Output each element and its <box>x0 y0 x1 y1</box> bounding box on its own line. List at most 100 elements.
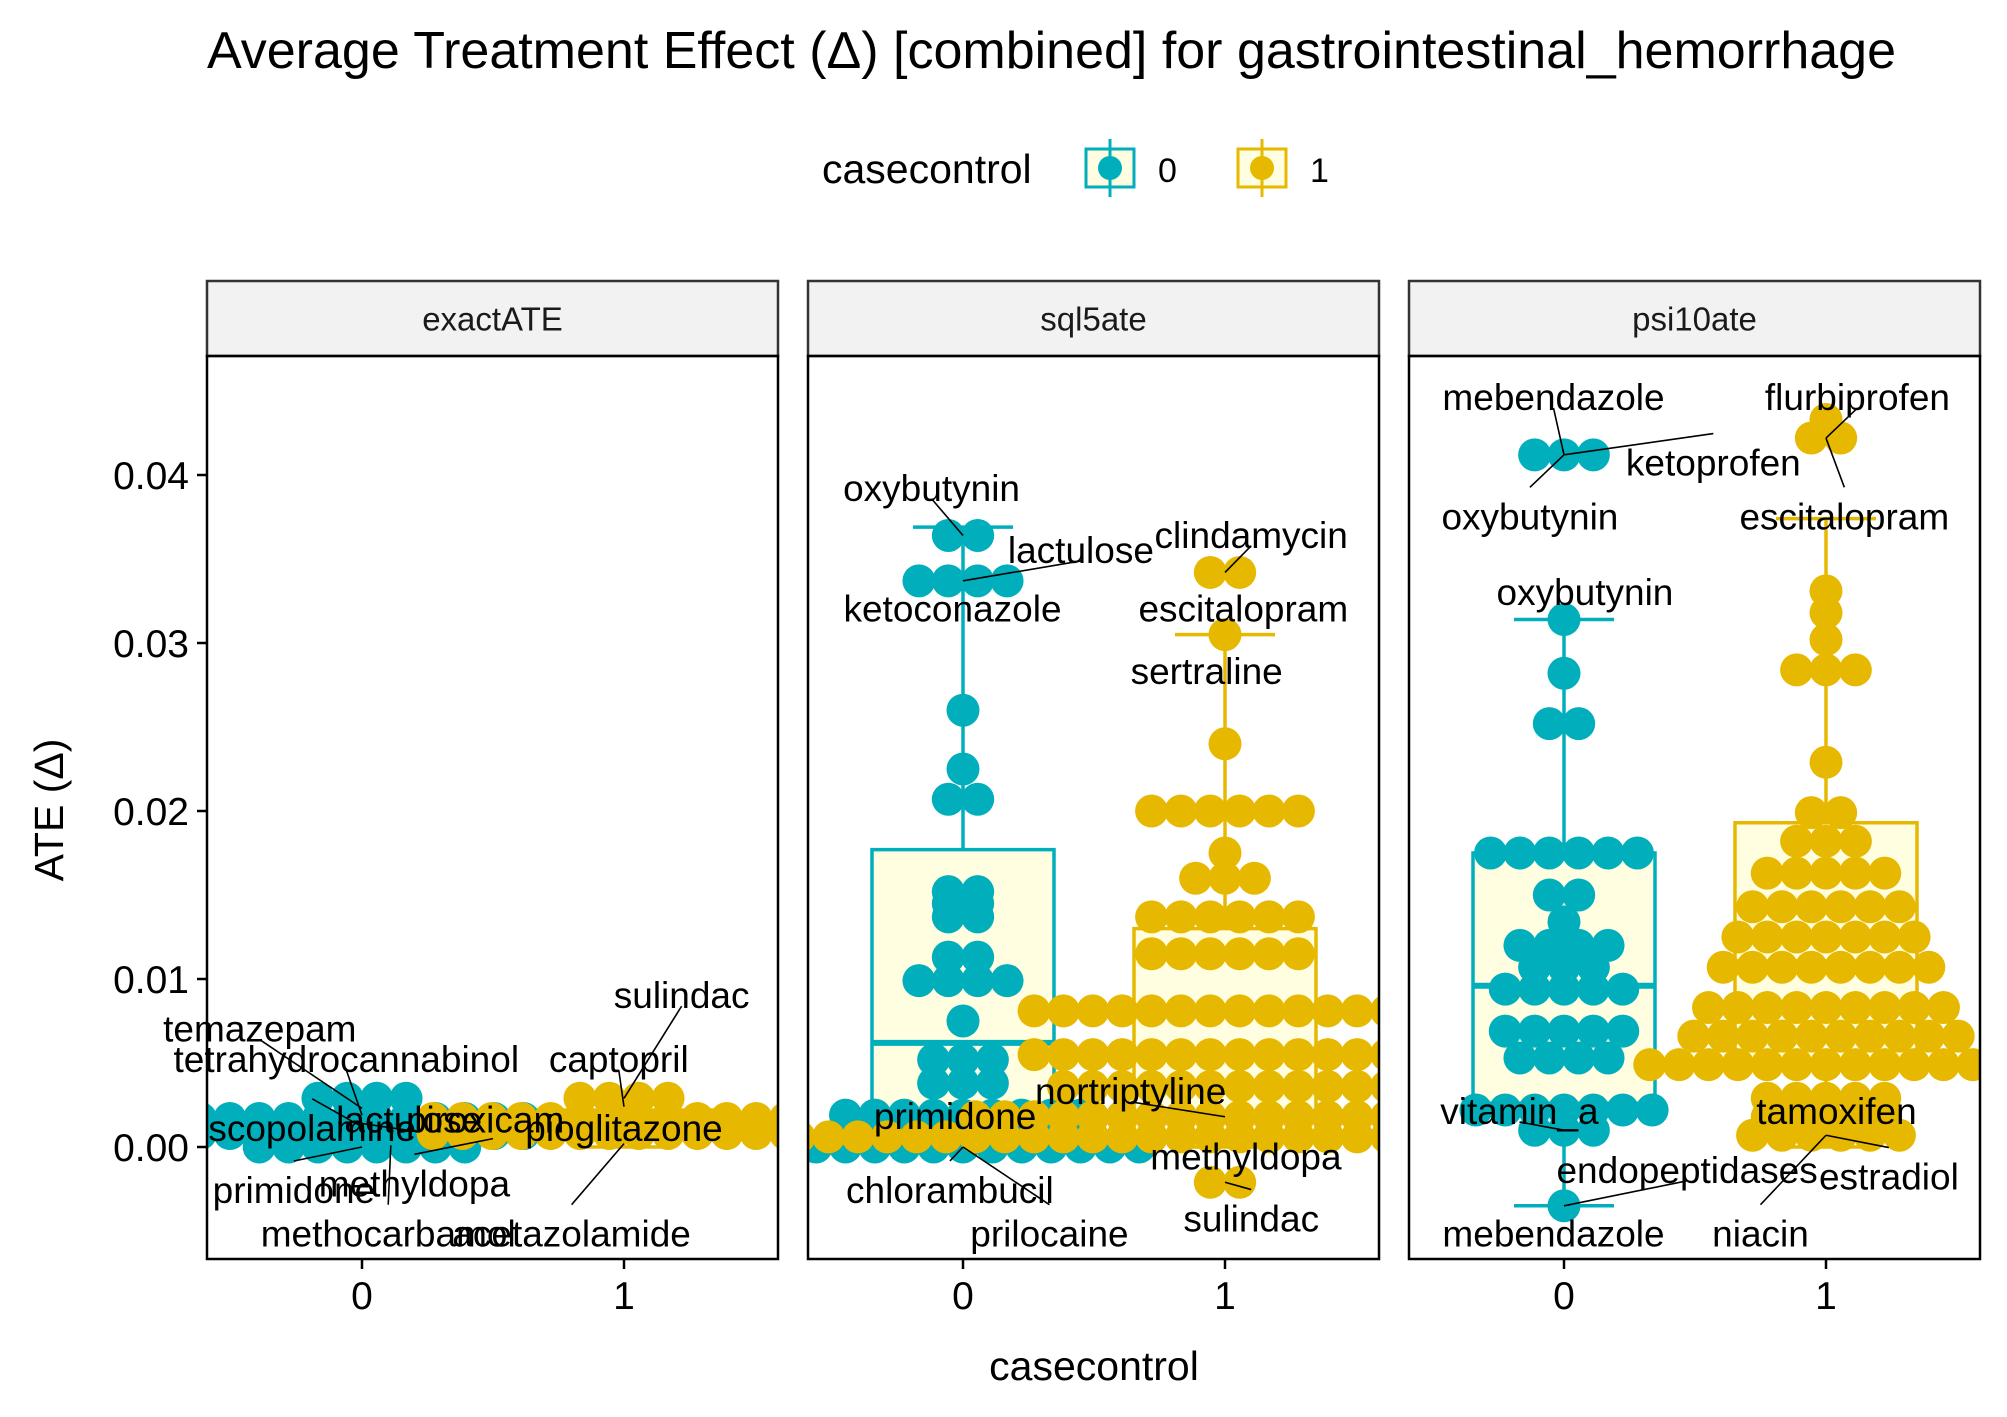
label-segment <box>570 1143 625 1206</box>
data-point <box>1474 836 1508 870</box>
data-point <box>1736 890 1770 924</box>
data-point <box>389 1130 423 1164</box>
data-point <box>207 1118 217 1149</box>
data-point <box>1824 890 1858 924</box>
data-point <box>1562 878 1596 912</box>
point-label: endopeptidases <box>1556 1150 1817 1191</box>
label-segment <box>345 1069 363 1116</box>
data-point <box>1750 920 1784 954</box>
data-point <box>1809 856 1843 890</box>
data-point <box>1179 861 1213 895</box>
data-point <box>1868 1048 1902 1082</box>
data-point <box>1532 836 1566 870</box>
data-point <box>445 1117 479 1151</box>
data-point <box>1897 1048 1931 1082</box>
data-point <box>1076 1120 1110 1154</box>
label-segment <box>1563 432 1714 456</box>
point-label: captopril <box>549 1039 689 1080</box>
point-label: ketoprofen <box>1626 443 1801 484</box>
label-segment <box>387 1145 392 1205</box>
data-point <box>1941 1019 1975 1053</box>
point-label: escitalopram <box>1138 589 1348 630</box>
data-point <box>1252 794 1286 828</box>
data-point <box>988 1120 1022 1154</box>
facet-panel-sql5ate: sql5ate oxybutynin lactulose ketoconazole pr… <box>806 279 1381 1318</box>
point-label: methyldopa <box>319 1163 511 1204</box>
point-label: chlorambucil <box>846 1170 1054 1211</box>
data-point <box>1809 824 1843 858</box>
data-point <box>1809 745 1843 779</box>
label-segment <box>930 498 964 537</box>
data-point <box>1223 1165 1257 1199</box>
data-point <box>1853 950 1887 984</box>
data-point <box>1765 1118 1799 1152</box>
data-point <box>1853 1118 1887 1152</box>
data-point <box>1576 438 1610 472</box>
data-point <box>1340 1120 1374 1154</box>
data-point <box>416 1117 450 1151</box>
data-point <box>1576 1113 1610 1147</box>
y-tick-label: 0.03 <box>113 623 189 666</box>
data-point <box>931 518 965 552</box>
data-point <box>739 1117 773 1151</box>
point-label: methocarbamol <box>261 1214 516 1255</box>
data-point <box>1017 1120 1051 1154</box>
data-point <box>1135 937 1169 971</box>
data-point <box>1721 991 1755 1025</box>
data-point <box>1532 1041 1566 1075</box>
legend-label: 1 <box>1310 152 1329 190</box>
point-label: prilocaine <box>970 1214 1128 1255</box>
data-point <box>1677 1019 1711 1053</box>
label-segment <box>361 1122 410 1132</box>
point-label: methyldopa <box>1150 1136 1342 1177</box>
strip-label: sql5ate <box>1040 301 1146 338</box>
data-point <box>1340 994 1374 1028</box>
data-point <box>1591 836 1625 870</box>
label-segment <box>1825 437 1846 488</box>
data-point <box>1824 1019 1858 1053</box>
data-point <box>1135 900 1169 934</box>
point-label: tamoxifen <box>1756 1091 1916 1132</box>
data-point <box>1503 1041 1537 1075</box>
data-point <box>1223 1038 1257 1072</box>
data-point <box>1868 991 1902 1025</box>
data-point <box>1562 836 1596 870</box>
data-point <box>1488 972 1522 1006</box>
data-point <box>1164 794 1198 828</box>
legend-dot-swatch <box>1098 156 1122 180</box>
data-point <box>1281 1070 1315 1104</box>
data-point <box>1076 1038 1110 1072</box>
data-point <box>1780 920 1814 954</box>
data-point <box>1281 900 1315 934</box>
data-point <box>1076 1070 1110 1104</box>
data-point <box>1223 555 1257 589</box>
data-point <box>1780 824 1814 858</box>
data-point <box>1252 1070 1286 1104</box>
data-point <box>1750 856 1784 890</box>
point-label: sulindac <box>1183 1199 1319 1240</box>
y-tick-label: 0.01 <box>113 959 189 1002</box>
data-point <box>1193 555 1227 589</box>
data-point <box>946 693 980 727</box>
data-point <box>1252 994 1286 1028</box>
data-point <box>1518 1014 1552 1048</box>
label-segment <box>1130 1101 1226 1118</box>
data-point <box>1620 836 1654 870</box>
data-point <box>1135 1120 1169 1154</box>
data-point <box>1926 1048 1960 1082</box>
data-point <box>1794 796 1828 830</box>
data-point <box>1370 996 1379 1026</box>
data-point <box>812 1120 846 1154</box>
data-point <box>1223 900 1257 934</box>
point-label: mebendazole <box>1442 1214 1664 1255</box>
point-label: vitamin_a <box>1440 1091 1599 1132</box>
data-point <box>1311 994 1345 1028</box>
data-point <box>1017 994 1051 1028</box>
data-point <box>961 782 995 816</box>
data-point <box>1193 1038 1227 1072</box>
data-point <box>1488 1014 1522 1048</box>
data-point <box>1765 1019 1799 1053</box>
data-point <box>841 1120 875 1154</box>
data-point <box>975 1043 1009 1077</box>
